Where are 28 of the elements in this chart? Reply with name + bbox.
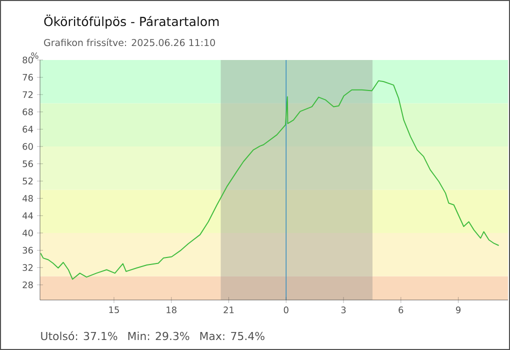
x-tick-label: 3	[341, 306, 346, 314]
line-series	[40, 80, 500, 280]
x-tick-label: 21	[224, 306, 234, 314]
y-tick-label: 40	[22, 230, 33, 236]
y-tick-label: 48	[22, 194, 33, 202]
y-tick-label: 60	[22, 143, 33, 150]
chart-subtitle: Grafikon frissítve: 2025.06.26 11:10	[44, 38, 215, 46]
y-tick-label: 72	[22, 91, 33, 98]
y-tick-label: 52	[22, 178, 33, 184]
y-tick-label: 32	[22, 264, 33, 271]
y-tick-label: 64	[22, 126, 33, 133]
x-tick-label: 18	[166, 306, 176, 314]
y-axis-title: %	[31, 52, 38, 59]
y-tick-label: 56	[22, 160, 33, 168]
y-tick-label: 68	[22, 108, 33, 116]
x-tick-label: 9	[456, 306, 461, 314]
text: Min: 29.3%	[128, 332, 190, 340]
y-tick-label: 36	[22, 246, 33, 254]
x-tick-label: 15	[109, 306, 119, 314]
y-tick-label: 28	[22, 281, 33, 288]
text: Max: 75.4%	[200, 332, 264, 340]
x-tick-label: 0	[284, 306, 288, 314]
y-tick-label: 76	[22, 74, 33, 81]
y-tick-label: 80	[22, 56, 33, 64]
x-tick-label: 6	[398, 306, 404, 314]
text: Utolsó: 37.1%	[41, 331, 118, 340]
chart-title: Ököritófülpös - Páratartalom	[44, 14, 219, 29]
y-tick-label: 44	[22, 212, 33, 219]
